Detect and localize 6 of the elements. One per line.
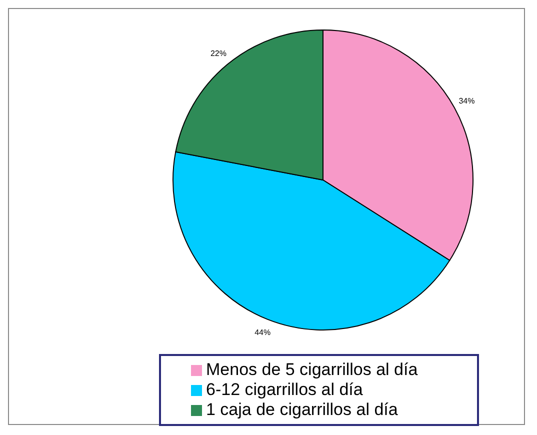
legend-label: 1 caja de cigarrillos al día <box>206 400 398 419</box>
data-label: 34% <box>458 96 475 106</box>
data-label: 22% <box>210 49 226 58</box>
legend-label: 6-12 cigarrillos al día <box>206 380 363 399</box>
data-label: 44% <box>254 328 271 337</box>
legend-label: Menos de 5 cigarrillos al día <box>206 360 418 379</box>
